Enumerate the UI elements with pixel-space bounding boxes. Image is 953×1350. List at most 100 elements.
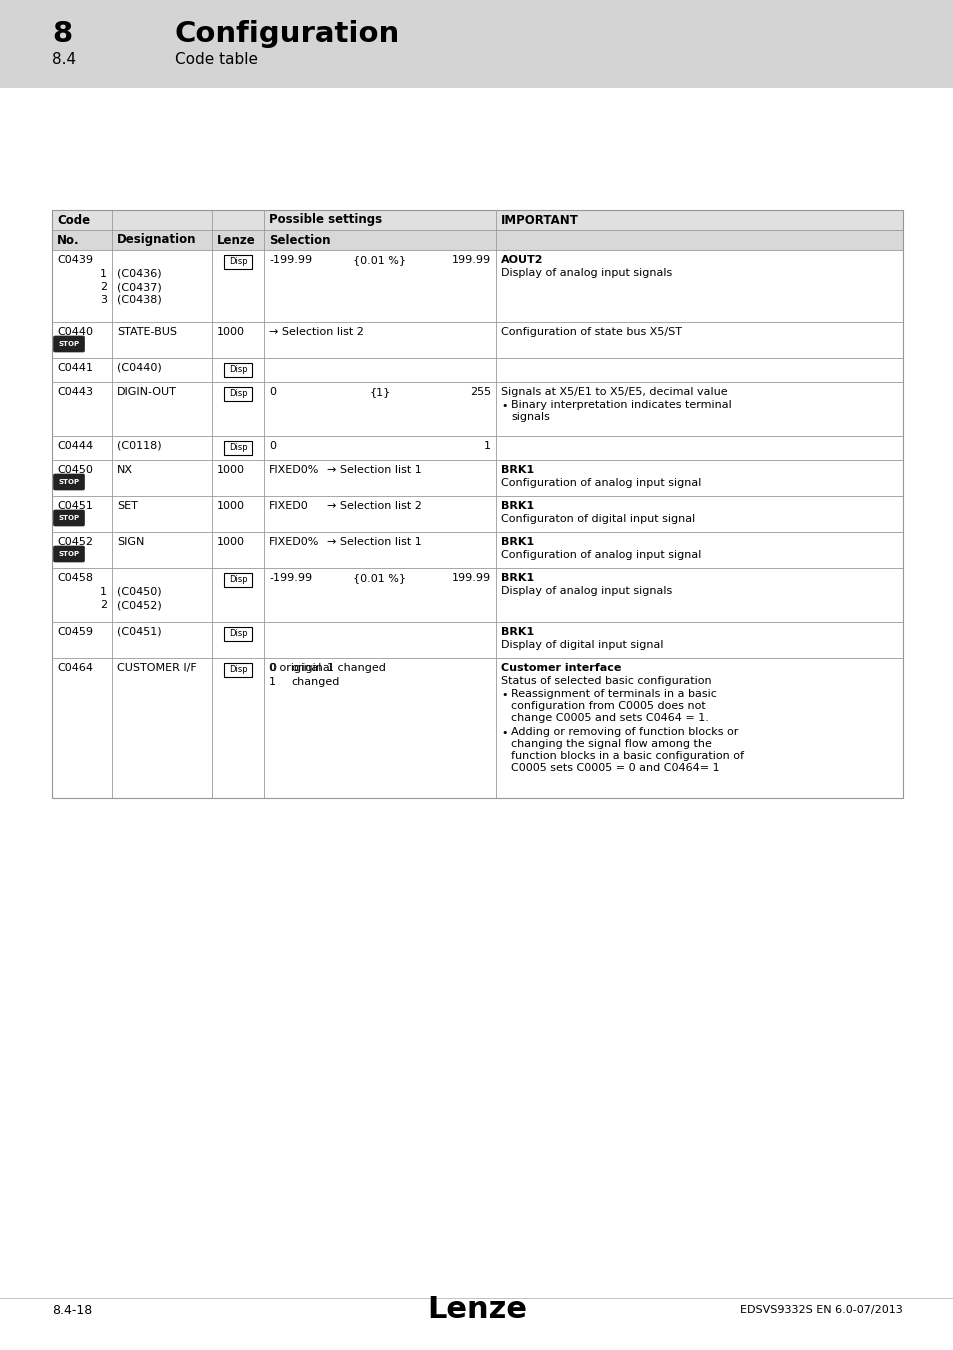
Text: 1: 1: [100, 587, 107, 597]
Text: BRK1: BRK1: [500, 572, 534, 583]
Text: BRK1: BRK1: [500, 626, 534, 637]
Text: 199.99: 199.99: [452, 572, 491, 583]
Text: Disp: Disp: [229, 629, 247, 639]
Text: C0440: C0440: [57, 327, 92, 338]
Text: 3: 3: [100, 296, 107, 305]
Text: 8: 8: [52, 20, 72, 49]
Text: Configuration of analog input signal: Configuration of analog input signal: [500, 478, 700, 487]
Text: (C0436): (C0436): [117, 269, 161, 279]
Text: 0 original: 0 original: [269, 663, 321, 674]
Text: C0464: C0464: [57, 663, 92, 674]
Bar: [224, 572, 252, 587]
Text: Status of selected basic configuration: Status of selected basic configuration: [500, 676, 711, 686]
Bar: [52, 382, 902, 436]
Text: Signals at X5/E1 to X5/E5, decimal value: Signals at X5/E1 to X5/E5, decimal value: [500, 387, 727, 397]
Text: CUSTOMER I/F: CUSTOMER I/F: [117, 663, 196, 674]
Text: → Selection list 1: → Selection list 1: [327, 537, 421, 547]
Text: {0.01 %}: {0.01 %}: [354, 255, 406, 265]
Text: Lenze: Lenze: [427, 1296, 526, 1324]
Text: {1}: {1}: [369, 387, 390, 397]
Bar: [52, 323, 902, 358]
Text: changing the signal flow among the: changing the signal flow among the: [511, 738, 711, 749]
Text: STOP: STOP: [58, 514, 79, 521]
Text: Possible settings: Possible settings: [269, 213, 382, 227]
Bar: [52, 532, 902, 568]
Bar: [224, 441, 252, 455]
Text: (C0450): (C0450): [117, 587, 161, 597]
Text: 1: 1: [269, 676, 275, 687]
Text: → Selection list 1: → Selection list 1: [327, 464, 421, 475]
Bar: [224, 387, 252, 401]
Text: Lenze: Lenze: [216, 234, 255, 247]
Bar: [52, 211, 902, 798]
Text: NX: NX: [117, 464, 132, 475]
Bar: [224, 255, 252, 269]
Text: Display of digital input signal: Display of digital input signal: [500, 640, 662, 649]
Text: (C0452): (C0452): [117, 599, 162, 610]
Text: Disp: Disp: [229, 258, 247, 266]
Text: signals: signals: [511, 412, 549, 423]
Bar: [224, 626, 252, 641]
Text: (C0438): (C0438): [117, 296, 162, 305]
Text: configuration from C0005 does not: configuration from C0005 does not: [511, 701, 705, 711]
Text: 8.4: 8.4: [52, 53, 76, 68]
Text: 1000: 1000: [216, 537, 245, 547]
Text: Configuration of state bus X5/ST: Configuration of state bus X5/ST: [500, 327, 681, 338]
Text: AOUT2: AOUT2: [500, 255, 543, 265]
Text: SIGN: SIGN: [117, 537, 144, 547]
Bar: [0, 0, 953, 88]
Text: FIXED0: FIXED0: [269, 501, 309, 512]
FancyBboxPatch shape: [53, 545, 85, 562]
Text: change C0005 and sets C0464 = 1.: change C0005 and sets C0464 = 1.: [511, 713, 708, 724]
Text: STOP: STOP: [58, 551, 79, 558]
Text: Configuration of analog input signal: Configuration of analog input signal: [500, 549, 700, 560]
Text: •: •: [500, 728, 507, 738]
Text: Disp: Disp: [229, 390, 247, 398]
Bar: [52, 358, 902, 382]
Text: → Selection list 2: → Selection list 2: [327, 501, 421, 512]
Text: {0.01 %}: {0.01 %}: [354, 572, 406, 583]
Text: Disp: Disp: [229, 444, 247, 452]
Text: Designation: Designation: [117, 234, 196, 247]
Text: original: original: [291, 663, 333, 674]
Text: Reassignment of terminals in a basic: Reassignment of terminals in a basic: [511, 688, 716, 699]
FancyBboxPatch shape: [53, 510, 85, 526]
Text: STOP: STOP: [58, 342, 79, 347]
Text: BRK1: BRK1: [500, 537, 534, 547]
Text: C0439: C0439: [57, 255, 92, 265]
Text: 8.4-18: 8.4-18: [52, 1304, 92, 1316]
Text: 1 changed: 1 changed: [327, 663, 385, 674]
Text: (C0437): (C0437): [117, 282, 162, 292]
Text: changed: changed: [291, 676, 339, 687]
Text: → Selection list 2: → Selection list 2: [269, 327, 363, 338]
Text: C0450: C0450: [57, 464, 92, 475]
Text: BRK1: BRK1: [500, 464, 534, 475]
Text: EDSVS9332S EN 6.0-07/2013: EDSVS9332S EN 6.0-07/2013: [740, 1305, 902, 1315]
Text: STATE-BUS: STATE-BUS: [117, 327, 177, 338]
Text: 2: 2: [100, 599, 107, 610]
Text: 0: 0: [269, 387, 275, 397]
FancyBboxPatch shape: [53, 474, 85, 490]
Text: STOP: STOP: [58, 479, 79, 485]
Text: C0459: C0459: [57, 626, 92, 637]
Text: C0452: C0452: [57, 537, 92, 547]
Text: function blocks in a basic configuration of: function blocks in a basic configuration…: [511, 751, 743, 761]
Text: C0444: C0444: [57, 441, 93, 451]
FancyBboxPatch shape: [53, 336, 85, 352]
Text: •: •: [500, 401, 507, 410]
Text: (C0440): (C0440): [117, 363, 162, 373]
Text: 1: 1: [483, 441, 491, 451]
Text: 2: 2: [100, 282, 107, 292]
Text: 0: 0: [269, 441, 275, 451]
Text: C0443: C0443: [57, 387, 92, 397]
Text: C0441: C0441: [57, 363, 92, 373]
Text: Code table: Code table: [174, 53, 257, 68]
Text: 0: 0: [269, 663, 275, 674]
Text: Selection: Selection: [269, 234, 330, 247]
Text: (C0451): (C0451): [117, 626, 161, 637]
Bar: [224, 363, 252, 377]
Text: (C0118): (C0118): [117, 441, 161, 451]
Text: 255: 255: [470, 387, 491, 397]
Text: •: •: [500, 690, 507, 701]
Text: C0005 sets C0005 = 0 and C0464= 1: C0005 sets C0005 = 0 and C0464= 1: [511, 763, 719, 774]
